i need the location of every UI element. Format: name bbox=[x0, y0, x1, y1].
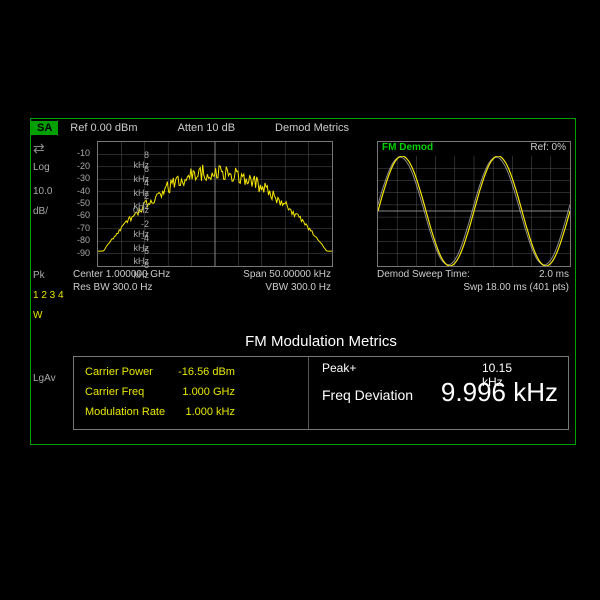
span: Span 50.00000 kHz bbox=[243, 269, 331, 280]
demod-footer-1: Demod Sweep Time: 2.0 ms bbox=[377, 269, 569, 280]
freq-dev-value: 9.996 kHz bbox=[441, 377, 558, 408]
scale-unit: dB/ bbox=[33, 205, 69, 219]
demod-footer-2: Swp 18.00 ms (401 pts) bbox=[377, 282, 569, 293]
mod-rate-label: Modulation Rate bbox=[84, 403, 175, 421]
metrics-right: Peak+ 10.15 kHz bbox=[322, 361, 356, 375]
demod-svg bbox=[378, 156, 570, 266]
scale-value: 10.0 bbox=[33, 185, 69, 199]
freq-dev-label: Freq Deviation bbox=[322, 387, 413, 403]
carrier-power-value: -16.56 dBm bbox=[177, 363, 245, 381]
trace-indicator: 1 2 3 4 bbox=[33, 289, 69, 303]
w-label: W bbox=[33, 309, 69, 323]
left-column: ⇄ Log 10.0 dB/ Pk 1 2 3 4 W bbox=[33, 141, 69, 329]
spectrum-ytick: -20 bbox=[77, 161, 90, 171]
spectrum-ytick: -40 bbox=[77, 186, 90, 196]
spectrum-panel: -10 -20 -30 -40 -50 -60 -70 -80 -90 Center 1.000… bbox=[73, 141, 333, 291]
attenuation: Atten 10 dB bbox=[178, 122, 236, 134]
center-freq: Center 1.000000 GHz bbox=[73, 269, 170, 280]
top-bar: SA Ref 0.00 dBm Atten 10 dB Demod Metric… bbox=[31, 119, 575, 137]
spectrum-ytick: -90 bbox=[77, 248, 90, 258]
demod-panel: FM Demod Ref: 0% 8 kHz6 kHz4 kHz2 kHz0Hz… bbox=[343, 141, 569, 291]
instrument-screen: SA Ref 0.00 dBm Atten 10 dB Demod Metric… bbox=[30, 118, 576, 445]
metrics-panel: FM Modulation Metrics Carrier Power -16.… bbox=[73, 329, 569, 438]
spectrum-ytick: -60 bbox=[77, 210, 90, 220]
demod-chart: FM Demod Ref: 0% bbox=[377, 141, 571, 267]
metrics-title: FM Modulation Metrics bbox=[73, 333, 569, 350]
sweep-time-value: 2.0 ms bbox=[539, 269, 569, 280]
demod-metrics-label: Demod Metrics bbox=[275, 122, 349, 134]
peak-plus-label: Peak+ bbox=[322, 361, 356, 375]
spectrum-footer-2: Res BW 300.0 Hz VBW 300.0 Hz bbox=[73, 282, 331, 293]
demod-title: FM Demod bbox=[382, 142, 433, 156]
peak-label: Pk bbox=[33, 269, 69, 283]
metrics-box: Carrier Power -16.56 dBm Carrier Freq 1.… bbox=[73, 356, 569, 430]
mode-badge: SA bbox=[31, 121, 58, 135]
lgav-label: LgAv bbox=[33, 373, 56, 384]
ref-level: Ref 0.00 dBm bbox=[70, 122, 137, 134]
carrier-power-label: Carrier Power bbox=[84, 363, 175, 381]
demod-ref: Ref: 0% bbox=[530, 142, 566, 156]
vbw: VBW 300.0 Hz bbox=[265, 282, 331, 293]
demod-ytick: -8 kHz bbox=[134, 260, 150, 280]
spectrum-chart bbox=[97, 141, 333, 267]
demod-ytick: 0Hz bbox=[133, 205, 149, 215]
spectrum-ytick: -80 bbox=[77, 235, 90, 245]
spectrum-ytick: -70 bbox=[77, 223, 90, 233]
spectrum-ytick: -10 bbox=[77, 148, 90, 158]
swap-icon: ⇄ bbox=[33, 141, 69, 155]
spectrum-ytick: -30 bbox=[77, 173, 90, 183]
sweep-time-label: Demod Sweep Time: bbox=[377, 269, 470, 280]
carrier-freq-label: Carrier Freq bbox=[84, 383, 175, 401]
mod-rate-value: 1.000 kHz bbox=[177, 403, 245, 421]
res-bw: Res BW 300.0 Hz bbox=[73, 282, 152, 293]
metrics-left-table: Carrier Power -16.56 dBm Carrier Freq 1.… bbox=[82, 361, 247, 423]
spectrum-footer-1: Center 1.000000 GHz Span 50.00000 kHz bbox=[73, 269, 331, 280]
log-label: Log bbox=[33, 161, 69, 175]
swp-pts: Swp 18.00 ms (401 pts) bbox=[463, 282, 569, 293]
spectrum-ytick: -50 bbox=[77, 198, 90, 208]
metrics-divider bbox=[308, 357, 309, 429]
demod-header: FM Demod Ref: 0% bbox=[378, 142, 570, 156]
carrier-freq-value: 1.000 GHz bbox=[177, 383, 245, 401]
